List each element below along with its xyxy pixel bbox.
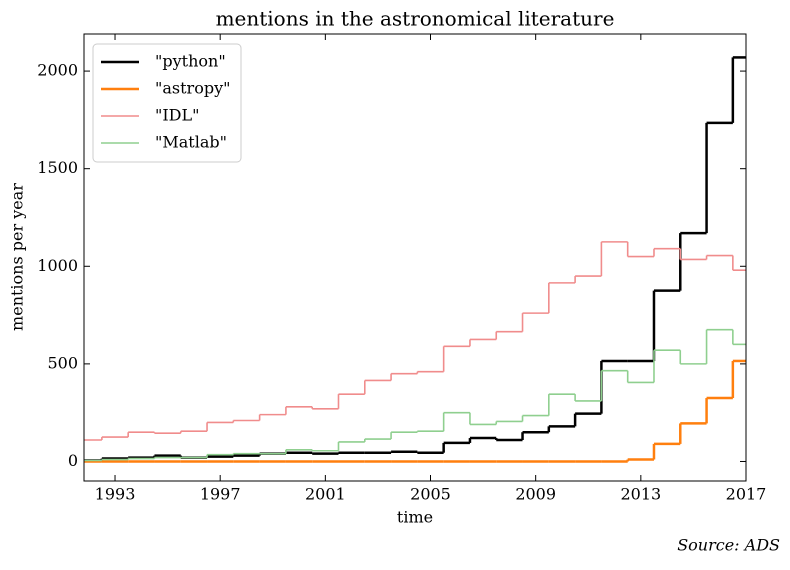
x-axis-label: time: [397, 508, 433, 527]
y-axis-label: mentions per year: [8, 183, 27, 331]
y-tick-label: 1000: [37, 256, 78, 275]
x-tick-label: 1993: [95, 485, 136, 504]
legend-label: "astropy": [155, 79, 230, 98]
series: [84, 359, 746, 463]
y-tick-label: 500: [47, 353, 78, 372]
y-tick-label: 2000: [37, 61, 78, 80]
x-tick-label: 2001: [305, 485, 346, 504]
y-tick-label: 0: [68, 451, 78, 470]
x-tick-label: 2005: [410, 485, 451, 504]
x-tick-label: 2013: [620, 485, 661, 504]
legend-label: "python": [155, 52, 226, 71]
y-tick-label: 1500: [37, 158, 78, 177]
x-tick-label: 2009: [515, 485, 556, 504]
series: [84, 241, 746, 441]
legend-label: "IDL": [155, 106, 200, 125]
legend-label: "Matlab": [155, 133, 227, 152]
plot-frame: [83, 33, 747, 482]
series: [84, 328, 746, 462]
chart-title: mentions in the astronomical literature: [216, 7, 615, 31]
legend-frame: [92, 43, 242, 163]
x-tick-label: 1997: [200, 485, 241, 504]
x-tick-label: 2017: [726, 485, 767, 504]
annotation: Source: ADS: [677, 536, 780, 555]
